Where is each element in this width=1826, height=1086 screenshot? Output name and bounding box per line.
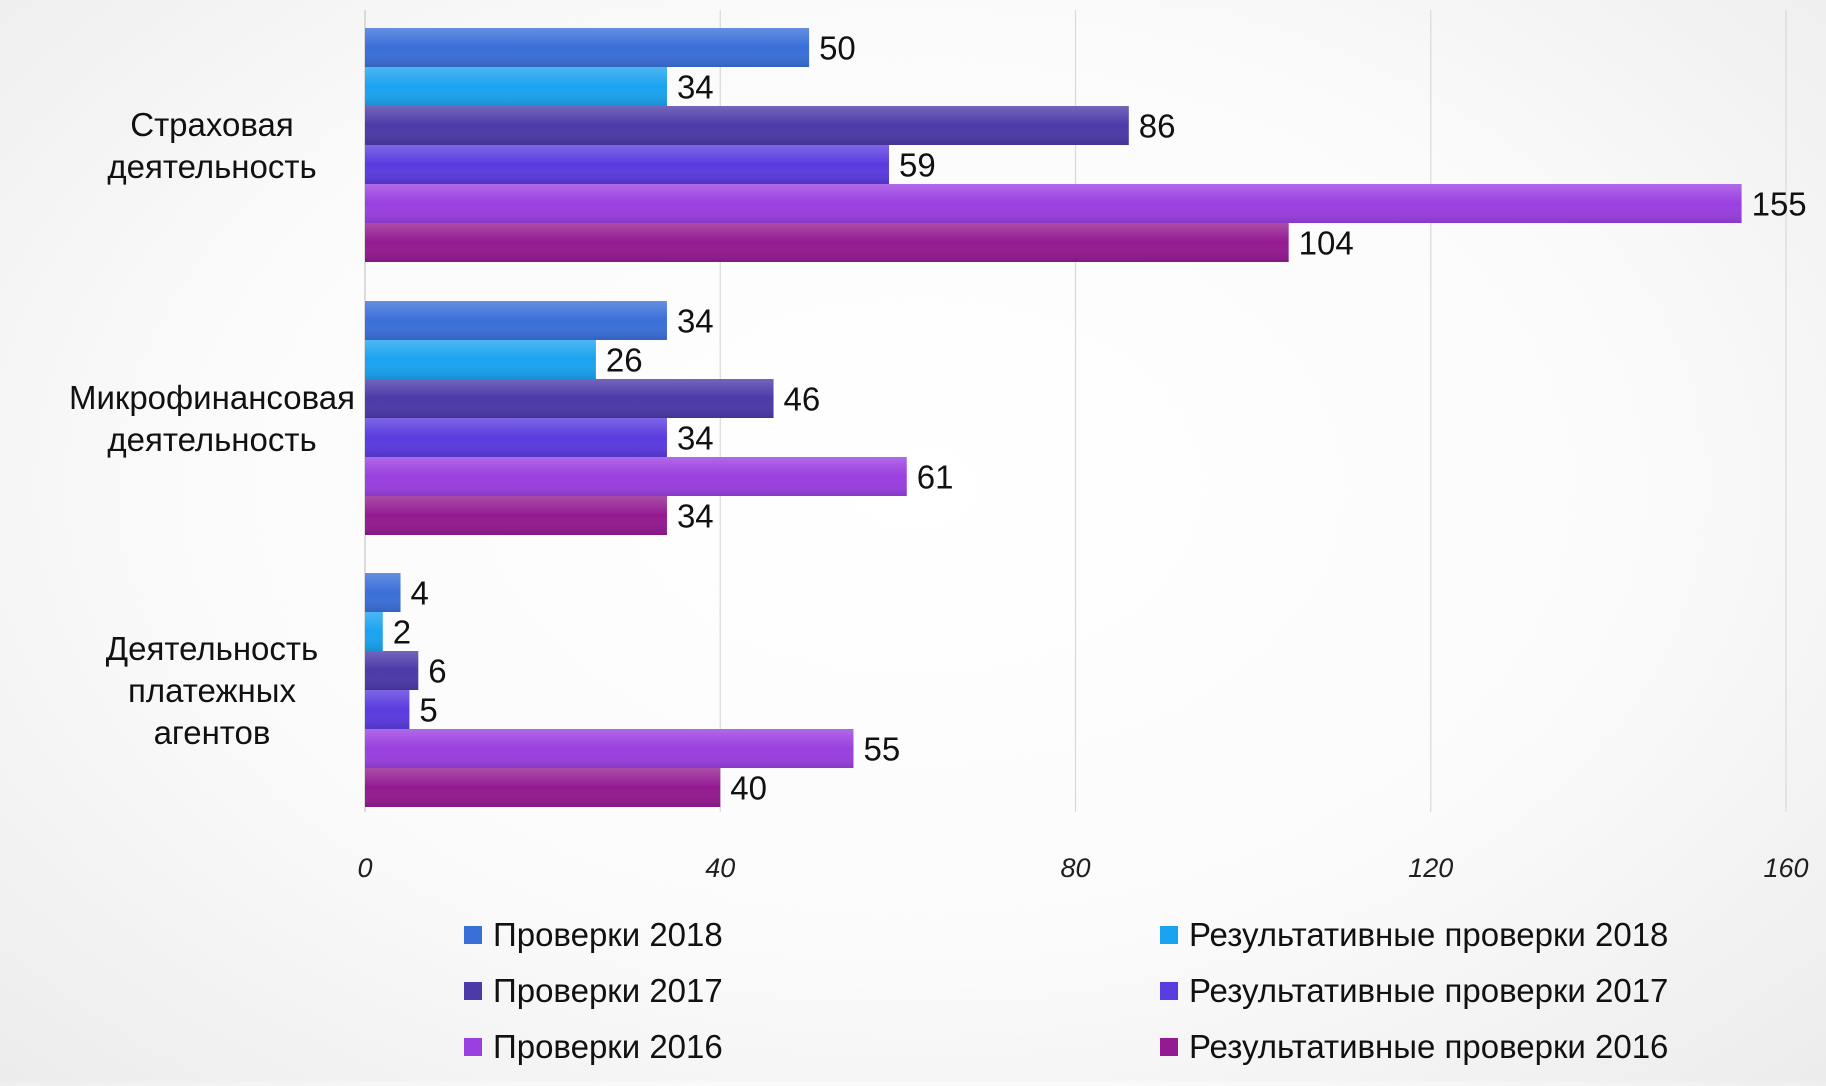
bar-shade: [365, 418, 667, 457]
category-label: Микрофинансовая деятельность: [69, 379, 355, 458]
data-label: 46: [784, 381, 821, 418]
data-label: 26: [606, 342, 643, 379]
bar-shade: [365, 145, 889, 184]
data-label: 155: [1752, 186, 1807, 223]
legend-label: Проверки 2018: [493, 916, 723, 953]
legend: Проверки 2018 Результативные проверки 201…: [464, 916, 1668, 1065]
bars: [365, 28, 1742, 807]
bar-shade: [365, 184, 1742, 223]
bar-shade: [365, 729, 854, 768]
data-label: 104: [1299, 225, 1354, 262]
legend-swatch: [1160, 1038, 1178, 1056]
bar-shade: [365, 573, 401, 612]
legend-swatch: [1160, 926, 1178, 944]
bar-shade: [365, 340, 596, 379]
legend-swatch: [1160, 982, 1178, 1000]
category-label-line: агентов: [154, 714, 271, 751]
data-label: 50: [819, 30, 856, 67]
legend-label: Результативные проверки 2017: [1189, 972, 1668, 1009]
x-tick-label: 120: [1408, 853, 1453, 883]
legend-swatch: [464, 982, 482, 1000]
bar-shade: [365, 651, 419, 690]
legend-label: Результативные проверки 2018: [1189, 916, 1668, 953]
x-tick-label: 160: [1763, 853, 1808, 883]
x-tick-label: 80: [1060, 853, 1090, 883]
data-label: 86: [1139, 108, 1176, 145]
category-label-line: деятельность: [107, 148, 316, 185]
category-label: Страховая деятельность: [107, 106, 316, 185]
x-tick-label: 40: [705, 853, 735, 883]
category-label-line: Страховая: [130, 106, 294, 143]
category-label-line: Деятельность: [106, 630, 318, 667]
bar-shade: [365, 496, 667, 535]
data-label: 6: [428, 653, 446, 690]
category-label-line: деятельность: [107, 421, 316, 458]
x-tick-label: 0: [357, 853, 372, 883]
legend-label: Проверки 2017: [493, 972, 723, 1009]
data-label: 59: [899, 147, 936, 184]
bar-shade: [365, 28, 810, 67]
bar-shade: [365, 223, 1289, 262]
data-label: 61: [917, 459, 954, 496]
data-label: 40: [730, 770, 767, 807]
data-label: 5: [419, 692, 437, 729]
bar-shade: [365, 106, 1129, 145]
data-label: 34: [677, 69, 714, 106]
bar-shade: [365, 612, 383, 651]
legend-label: Проверки 2016: [493, 1028, 723, 1065]
legend-label: Результативные проверки 2016: [1189, 1028, 1668, 1065]
legend-swatch: [464, 1038, 482, 1056]
data-label: 34: [677, 420, 714, 457]
category-labels: Страховая деятельность Микрофинансовая деят…: [69, 106, 355, 751]
bar-shade: [365, 301, 667, 340]
x-axis: 0 40 80 120 160: [357, 853, 1808, 883]
bar-shade: [365, 379, 774, 418]
category-label: Деятельность платежных агентов: [106, 630, 318, 751]
category-label-line: Микрофинансовая: [69, 379, 355, 416]
data-label: 34: [677, 303, 714, 340]
data-label: 55: [863, 731, 900, 768]
data-label: 4: [411, 575, 429, 612]
data-label: 2: [393, 614, 411, 651]
legend-swatch: [464, 926, 482, 944]
bar-shade: [365, 457, 907, 496]
category-label-line: платежных: [128, 672, 296, 709]
bar-shade: [365, 67, 667, 106]
bar-shade: [365, 690, 410, 729]
bar-shade: [365, 768, 721, 807]
data-label: 34: [677, 498, 714, 535]
